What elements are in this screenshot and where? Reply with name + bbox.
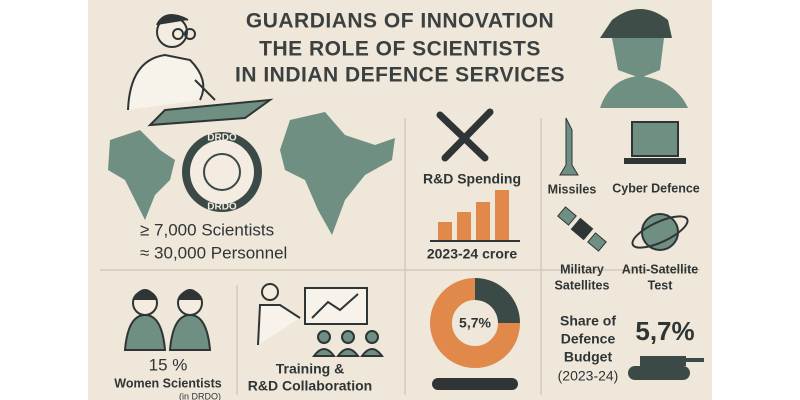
budget-share: 5,7% — [635, 316, 694, 346]
women-illustration — [123, 289, 212, 351]
title-line: IN INDIAN DEFENCE SERVICES — [235, 64, 565, 87]
title-line: GUARDIANS OF INNOVATION — [246, 10, 554, 33]
women-note: (in DRDO) — [179, 391, 221, 400]
india-map — [108, 130, 175, 220]
rnd-period: 2023-24 crore — [427, 246, 518, 262]
donut-label: 5,7% — [459, 315, 491, 331]
laptop-icon — [624, 121, 686, 164]
area-label: Cyber Defence — [612, 181, 700, 195]
training-label: R&D Collaboration — [248, 378, 372, 394]
area-label: Missiles — [548, 182, 597, 196]
tools-icon — [436, 108, 494, 162]
women-share: 15 % — [149, 355, 188, 374]
drdo-logo: DRDO DRDO — [182, 132, 262, 213]
scientists-stat: ≥ 7,000 Scientists — [140, 220, 274, 239]
rnd-label: R&D Spending — [423, 171, 521, 187]
personnel-stat: ≈ 30,000 Personnel — [140, 243, 287, 262]
women-label: Women Scientists — [114, 376, 221, 390]
area-label: Test — [648, 278, 674, 292]
soldier-illustration — [600, 9, 688, 108]
training-illustration — [257, 283, 384, 357]
budget-label: Budget — [564, 349, 613, 365]
title-line: THE ROLE OF SCIENTISTS — [259, 38, 541, 61]
area-label: Anti-Satellite — [622, 262, 698, 276]
satellite-icon — [557, 206, 607, 252]
asat-icon — [631, 213, 689, 251]
budget-label: Defence — [561, 331, 616, 347]
logo-text: DRDO — [207, 202, 237, 213]
area-label: Satellites — [555, 278, 610, 292]
india-map — [280, 112, 395, 235]
training-label: Training & — [276, 361, 344, 377]
area-label: Military — [560, 262, 604, 276]
missile-icon — [559, 117, 579, 176]
budget-label: Share of — [560, 313, 616, 329]
logo-text: DRDO — [207, 133, 237, 144]
bar-illustration — [430, 190, 520, 242]
tank-icon — [628, 356, 704, 380]
budget-label: (2023-24) — [558, 368, 619, 384]
scientist-illustration — [127, 14, 274, 127]
donut-illustration — [430, 278, 520, 390]
